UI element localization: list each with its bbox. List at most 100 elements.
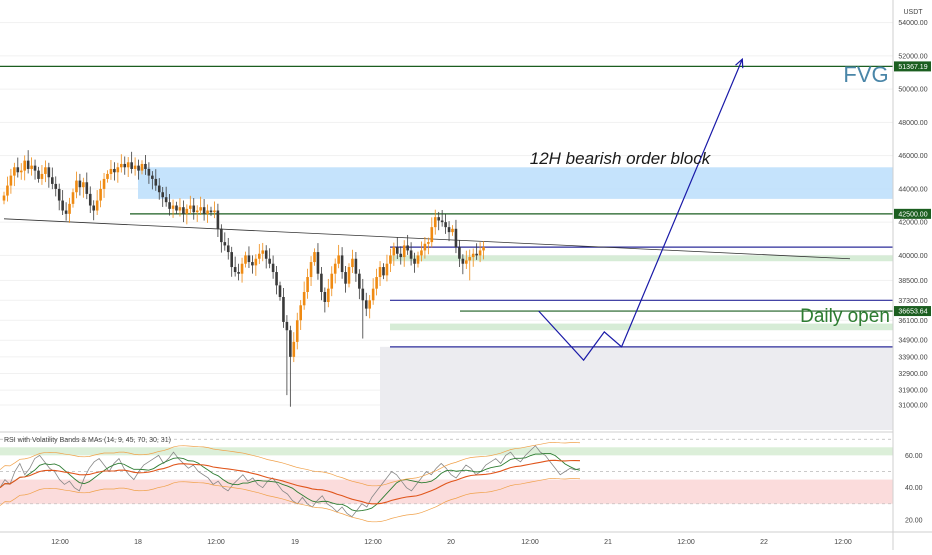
- candle-body: [157, 185, 161, 193]
- candle-body: [54, 183, 58, 189]
- candle-body: [175, 205, 178, 211]
- order-block-zone: [138, 167, 893, 199]
- candle-body: [347, 267, 351, 284]
- price-tick-label: 42000.00: [898, 220, 927, 227]
- candle-body: [396, 247, 399, 254]
- rsi-ma-fast: [0, 453, 581, 512]
- time-tick-label: 21: [604, 539, 612, 546]
- candle-body: [423, 243, 427, 251]
- candle-body: [116, 167, 120, 173]
- candle-body: [420, 250, 423, 256]
- candle-body: [151, 175, 154, 179]
- candle-body: [444, 222, 447, 228]
- candle-body: [278, 285, 282, 297]
- candle-body: [337, 255, 340, 264]
- price-tick-label: 50000.00: [898, 87, 927, 94]
- candle-body: [289, 330, 292, 357]
- candle-body: [371, 288, 375, 301]
- candle-body: [178, 207, 182, 211]
- candle-body: [285, 321, 289, 331]
- candle-body: [399, 253, 403, 258]
- candle-body: [189, 205, 192, 209]
- candle-body: [271, 263, 275, 273]
- candle-body: [430, 227, 434, 243]
- candle-body: [30, 165, 33, 169]
- currency-label: USDT: [903, 9, 923, 16]
- candle-body: [261, 250, 265, 254]
- projection-arrowhead: [735, 57, 744, 69]
- price-tick-label: 52000.00: [898, 53, 927, 60]
- candle-body: [213, 210, 216, 213]
- candle-body: [392, 247, 396, 256]
- time-tick-label: 12:00: [207, 539, 225, 546]
- rsi-upper-band: [0, 447, 893, 456]
- candle-body: [254, 258, 258, 266]
- candle-body: [233, 267, 237, 273]
- candle-body: [482, 247, 485, 251]
- candle-body: [447, 227, 451, 233]
- price-tick-label: 40000.00: [898, 253, 927, 260]
- candle-body: [51, 177, 54, 184]
- rsi-ma-slow: [0, 459, 581, 505]
- price-tick-label: 31900.00: [898, 388, 927, 395]
- candle-body: [354, 258, 358, 274]
- time-tick-label: 12:00: [364, 539, 382, 546]
- price-label-text: 36653.64: [898, 309, 927, 316]
- price-label-box: [894, 306, 931, 317]
- candle-body: [102, 178, 106, 189]
- candle-body: [378, 267, 382, 278]
- candle-body: [64, 210, 68, 214]
- candle-body: [40, 173, 44, 179]
- candle-body: [223, 242, 227, 246]
- candle-body: [295, 320, 299, 342]
- candle-body: [385, 263, 389, 276]
- candle-body: [82, 182, 85, 188]
- candle-body: [171, 205, 175, 209]
- candle-body: [123, 163, 127, 168]
- candle-body: [216, 210, 220, 229]
- candle-body: [209, 210, 213, 213]
- candle-body: [306, 277, 309, 292]
- candle-body: [147, 168, 151, 176]
- candle-body: [133, 165, 137, 169]
- trendline: [3, 218, 851, 260]
- candle-body: [120, 163, 123, 168]
- candle-body: [23, 160, 26, 171]
- candle-body: [226, 245, 230, 253]
- candle-body: [88, 193, 92, 206]
- candle-body: [109, 168, 113, 174]
- price-tick-label: 31000.00: [898, 403, 927, 410]
- candle-body: [361, 288, 365, 301]
- candle-body: [320, 273, 323, 292]
- time-tick-label: 12:00: [677, 539, 695, 546]
- price-tick-label: 54000.00: [898, 20, 927, 27]
- candle-body: [47, 167, 51, 178]
- candle-body: [302, 291, 306, 306]
- candle-body: [144, 163, 147, 169]
- candle-body: [106, 173, 109, 179]
- candle-body: [268, 258, 271, 264]
- candle-body: [154, 178, 158, 186]
- candle-body: [382, 267, 385, 276]
- candle-body: [451, 228, 454, 233]
- time-tick-label: 19: [291, 539, 299, 546]
- candle-body: [437, 217, 440, 221]
- candle-body: [185, 208, 189, 214]
- candle-body: [202, 207, 206, 214]
- candle-body: [78, 180, 82, 188]
- candle-body: [465, 260, 468, 264]
- candle-body: [44, 167, 47, 174]
- time-tick-label: 20: [447, 539, 455, 546]
- candle-body: [440, 220, 444, 223]
- candle-body: [92, 205, 95, 211]
- price-tick-label: 48000.00: [898, 120, 927, 127]
- rsi-tick-label: 20.00: [905, 517, 923, 524]
- candle-body: [9, 175, 13, 186]
- price-tick-label: 38500.00: [898, 278, 927, 285]
- candle-body: [416, 255, 420, 264]
- price-tick-label: 46000.00: [898, 153, 927, 160]
- candle-body: [16, 167, 20, 173]
- time-tick-label: 12:00: [834, 539, 852, 546]
- candle-body: [57, 188, 61, 201]
